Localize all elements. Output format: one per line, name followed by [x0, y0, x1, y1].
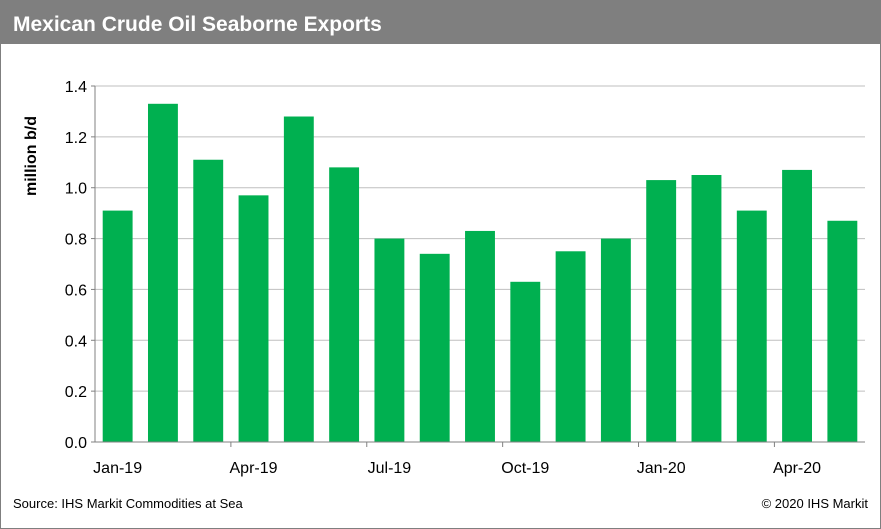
x-tick-label: Jul-19	[368, 460, 412, 477]
y-tick-label: 0.4	[65, 333, 87, 350]
bar	[102, 210, 133, 442]
bar	[193, 159, 224, 442]
bar	[465, 230, 495, 442]
x-tick-label: Oct-19	[501, 460, 549, 477]
copyright-note: © 2020 IHS Markit	[761, 496, 868, 511]
bar-chart: 0.0 0.2 0.4 0.6 0.8 1.0 1.2 1.4 Jan-19 Apr-19 Jul-…	[23, 79, 865, 477]
source-note: Source: IHS Markit Commodities at Sea	[13, 496, 243, 511]
bar	[510, 281, 541, 442]
y-tick-label: 1.2	[65, 130, 87, 147]
bar	[646, 180, 677, 443]
x-tick-label: Jan-20	[637, 460, 686, 477]
x-tick-label: Apr-20	[773, 460, 821, 477]
bar	[782, 169, 813, 442]
bar	[147, 103, 178, 443]
y-tick-label: 0.0	[65, 435, 87, 452]
x-tick-label: Apr-19	[230, 460, 278, 477]
bar	[827, 220, 858, 442]
title-bar: Mexican Crude Oil Seaborne Exports	[0, 0, 881, 44]
bar	[283, 116, 314, 442]
bar	[555, 251, 586, 442]
bar	[329, 167, 360, 442]
bar	[691, 175, 722, 442]
y-tick-label: 0.2	[65, 384, 87, 401]
x-tick-label: Jan-19	[93, 460, 142, 477]
y-tick-label: 0.6	[65, 282, 87, 299]
chart-title: Mexican Crude Oil Seaborne Exports	[13, 13, 382, 36]
bar	[600, 238, 631, 442]
y-axis-title: million b/d	[23, 116, 40, 196]
bar	[736, 210, 767, 442]
y-tick-label: 1.0	[65, 181, 87, 198]
bar	[374, 238, 405, 442]
bar	[419, 253, 450, 442]
bar	[238, 195, 269, 442]
y-tick-label: 1.4	[65, 79, 87, 96]
y-tick-label: 0.8	[65, 232, 87, 249]
